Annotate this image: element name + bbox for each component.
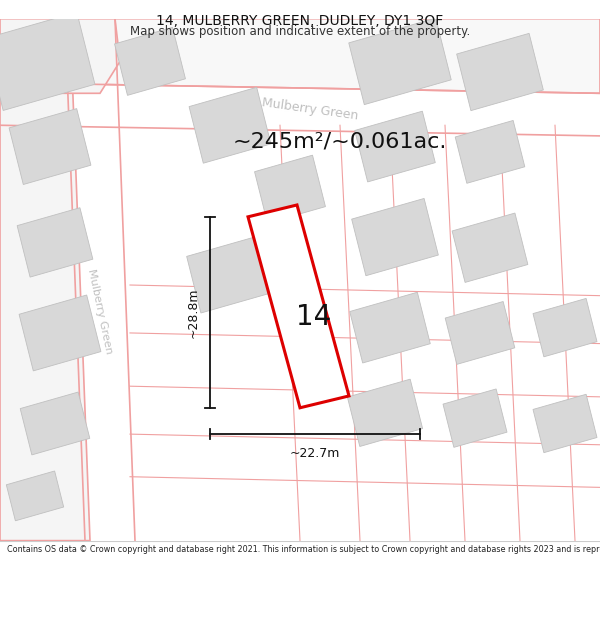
Polygon shape	[350, 292, 430, 363]
Polygon shape	[445, 301, 515, 364]
Text: ~22.7m: ~22.7m	[290, 447, 340, 459]
Polygon shape	[7, 471, 64, 521]
Polygon shape	[355, 111, 435, 182]
Polygon shape	[0, 12, 95, 111]
Text: 14, MULBERRY GREEN, DUDLEY, DY1 3QF: 14, MULBERRY GREEN, DUDLEY, DY1 3QF	[157, 14, 443, 28]
Polygon shape	[352, 199, 439, 276]
Polygon shape	[533, 298, 597, 357]
Polygon shape	[443, 389, 507, 448]
Text: ~245m²/~0.061ac.: ~245m²/~0.061ac.	[233, 131, 447, 151]
Text: ~28.8m: ~28.8m	[187, 287, 200, 338]
Polygon shape	[9, 109, 91, 184]
Polygon shape	[455, 121, 525, 183]
Text: Contains OS data © Crown copyright and database right 2021. This information is : Contains OS data © Crown copyright and d…	[7, 545, 600, 554]
Polygon shape	[0, 19, 120, 93]
Text: 14: 14	[296, 303, 331, 331]
Polygon shape	[19, 295, 101, 371]
Polygon shape	[452, 213, 528, 282]
Polygon shape	[457, 33, 544, 111]
Polygon shape	[115, 28, 185, 96]
Polygon shape	[254, 155, 325, 223]
Polygon shape	[0, 19, 600, 93]
Text: Mulberry Green: Mulberry Green	[86, 268, 114, 355]
Polygon shape	[349, 18, 451, 104]
Polygon shape	[17, 208, 93, 277]
Polygon shape	[189, 88, 271, 163]
Polygon shape	[20, 392, 90, 455]
Text: Map shows position and indicative extent of the property.: Map shows position and indicative extent…	[130, 25, 470, 38]
Polygon shape	[533, 394, 597, 452]
Polygon shape	[187, 236, 274, 313]
Polygon shape	[347, 379, 422, 446]
Polygon shape	[248, 205, 349, 408]
Polygon shape	[0, 19, 90, 541]
Text: Mulberry Green: Mulberry Green	[261, 96, 359, 122]
